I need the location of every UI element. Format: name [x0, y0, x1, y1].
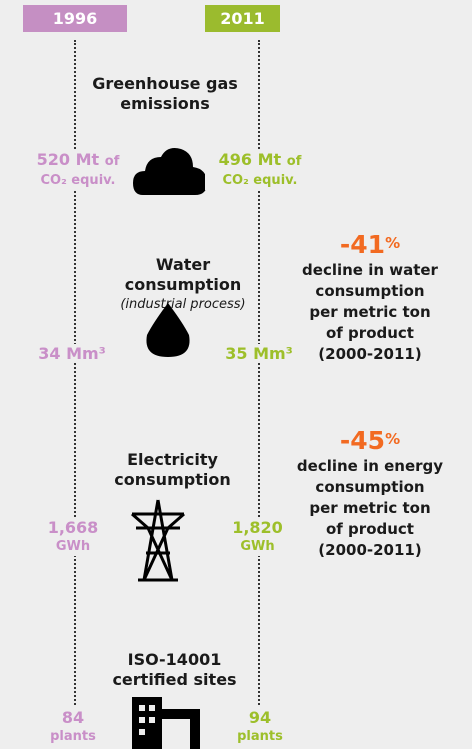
unit: of — [286, 154, 302, 169]
unit: plants — [50, 729, 96, 744]
stat-block: -45% decline in energy consumption per m… — [280, 426, 460, 561]
left-value: 520 Mt of CO₂ equiv. — [18, 150, 138, 190]
building-icon — [132, 697, 200, 749]
year-left: 1996 — [23, 5, 127, 32]
stat-number: -41 — [339, 230, 386, 259]
left-value: 1,668 GWh — [33, 518, 113, 556]
stat-line: of product — [326, 520, 414, 538]
title-line: ISO-14001 — [127, 650, 222, 669]
value: 94 — [248, 708, 272, 727]
stat-line: (2000-2011) — [318, 541, 422, 559]
section-title: Electricity consumption — [90, 450, 255, 490]
cloud-icon — [133, 148, 207, 195]
value: 520 Mt — [36, 150, 100, 169]
subtitle: (industrial process) — [120, 297, 246, 312]
stat-line: decline in water — [302, 261, 438, 279]
value: 84 — [61, 708, 85, 727]
title-line: Electricity — [127, 450, 218, 469]
title-line: consumption — [124, 275, 242, 294]
year-right: 2011 — [205, 5, 280, 32]
unit: plants — [237, 729, 283, 744]
stat-number: -45 — [339, 426, 386, 455]
unit: of — [104, 154, 120, 169]
section-title: Greenhouse gas emissions — [80, 74, 250, 114]
right-value: 35 Mm³ — [212, 344, 306, 363]
title-line: Water — [155, 255, 211, 274]
stat-block: -41% decline in water consumption per me… — [280, 230, 460, 365]
title-line: certified sites — [112, 670, 237, 689]
left-value: 34 Mm³ — [22, 344, 122, 363]
unit: CO₂ equiv. — [40, 173, 116, 188]
unit: GWh — [240, 539, 275, 554]
stat-suffix: % — [385, 234, 401, 252]
value: 1,668 — [47, 518, 99, 537]
tower-icon — [131, 499, 185, 582]
stat-line: per metric ton — [309, 499, 431, 517]
left-value: 84 plants — [38, 708, 108, 746]
section-title: ISO-14001 certified sites — [92, 650, 257, 690]
unit: GWh — [55, 539, 91, 554]
section-title: Water consumption (industrial process) — [88, 255, 278, 315]
stat-line: per metric ton — [309, 303, 431, 321]
timeline-left — [74, 40, 76, 705]
title-line: Greenhouse gas — [92, 74, 238, 93]
stat-line: (2000-2011) — [318, 345, 422, 363]
drop-icon — [146, 303, 190, 357]
title-line: emissions — [120, 94, 210, 113]
stat-line: consumption — [315, 478, 425, 496]
stat-line: consumption — [315, 282, 425, 300]
right-value: 1,820 GWh — [220, 518, 295, 556]
right-value: 94 plants — [225, 708, 295, 746]
right-value: 496 Mt of CO₂ equiv. — [205, 150, 315, 190]
stat-line: of product — [326, 324, 414, 342]
value: 496 Mt — [218, 150, 282, 169]
title-line: consumption — [114, 470, 231, 489]
timeline-right — [258, 40, 260, 705]
value: 1,820 — [232, 518, 283, 537]
unit: CO₂ equiv. — [222, 173, 298, 188]
stat-suffix: % — [385, 430, 401, 448]
stat-line: decline in energy — [296, 457, 444, 475]
